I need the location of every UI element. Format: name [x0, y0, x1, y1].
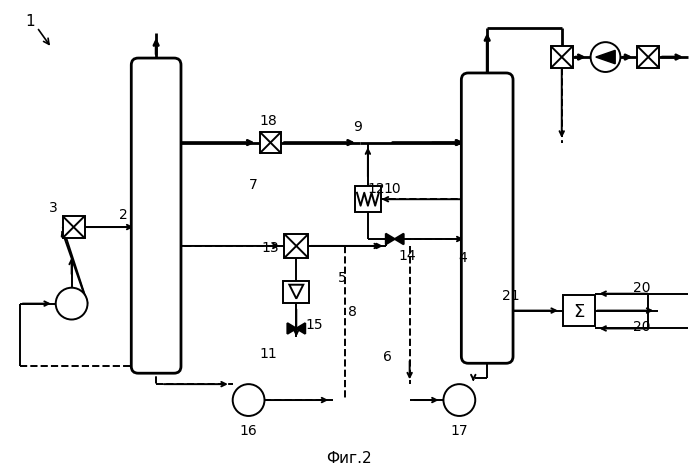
Text: 17: 17: [451, 423, 468, 437]
Polygon shape: [386, 234, 395, 245]
Text: 16: 16: [240, 423, 257, 437]
Text: 20: 20: [633, 280, 650, 294]
Bar: [284, 235, 308, 258]
Text: 9: 9: [354, 119, 362, 133]
Bar: [355, 187, 381, 213]
Text: 12: 12: [367, 182, 384, 196]
Text: 14: 14: [399, 248, 417, 262]
Text: 4: 4: [458, 250, 467, 264]
Text: 8: 8: [347, 304, 356, 318]
Bar: [563, 295, 595, 327]
Circle shape: [56, 288, 87, 320]
Text: 18: 18: [259, 113, 278, 128]
Bar: [259, 132, 282, 154]
Text: 10: 10: [384, 182, 401, 196]
Text: 5: 5: [338, 270, 347, 284]
Text: Фиг.2: Фиг.2: [326, 450, 372, 465]
Polygon shape: [287, 323, 296, 334]
Polygon shape: [596, 51, 615, 65]
Bar: [551, 47, 572, 69]
Text: 21: 21: [503, 288, 520, 302]
Polygon shape: [296, 323, 305, 334]
Circle shape: [443, 384, 475, 416]
Text: 11: 11: [259, 347, 278, 360]
FancyBboxPatch shape: [461, 74, 513, 364]
Text: 6: 6: [383, 349, 392, 364]
Polygon shape: [395, 234, 404, 245]
Text: 20: 20: [633, 320, 650, 334]
Text: 2: 2: [119, 208, 128, 222]
FancyBboxPatch shape: [131, 59, 181, 373]
Text: 1: 1: [25, 14, 35, 29]
Bar: [283, 281, 309, 303]
Text: 13: 13: [261, 240, 280, 254]
Text: 15: 15: [305, 318, 323, 332]
Polygon shape: [289, 285, 303, 299]
Bar: [63, 217, 85, 238]
Circle shape: [233, 384, 264, 416]
Text: 3: 3: [50, 201, 58, 215]
Bar: [637, 47, 659, 69]
Text: $\Sigma$: $\Sigma$: [572, 302, 585, 320]
Circle shape: [591, 43, 621, 73]
Text: 7: 7: [249, 178, 258, 192]
